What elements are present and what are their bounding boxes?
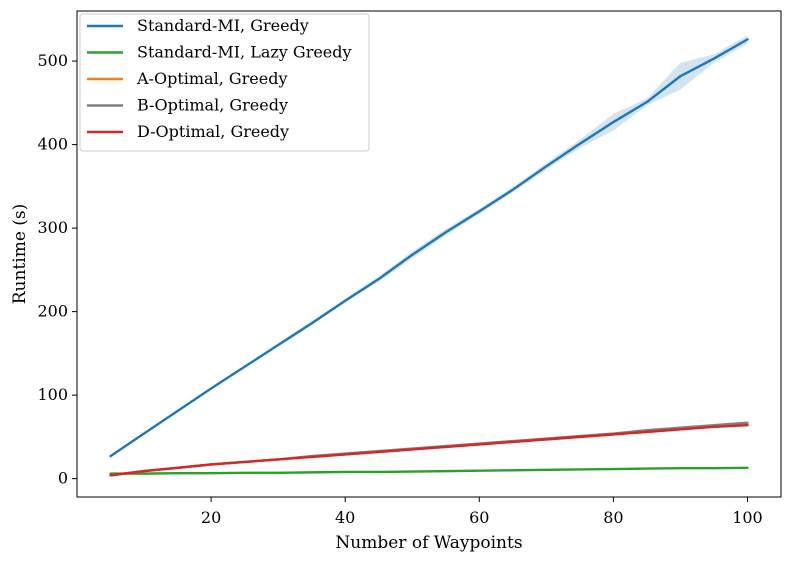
x-tick-label: 100 (732, 508, 763, 527)
y-ticks: 0 100 200 300 400 500 (37, 51, 77, 488)
x-tick-label: 80 (603, 508, 623, 527)
legend-label-standard-mi-lazy-greedy: Standard-MI, Lazy Greedy (137, 43, 352, 62)
legend-label-d-optimal-greedy: D-Optimal, Greedy (137, 122, 289, 141)
legend-box (79, 13, 370, 152)
axes (76, 10, 782, 498)
y-tick-label: 0 (58, 469, 68, 488)
line-standard-mi-greedy (109, 38, 749, 458)
x-tick-label: 20 (201, 508, 221, 527)
legend-label-a-optimal-greedy: A-Optimal, Greedy (136, 69, 288, 88)
y-tick-label: 100 (37, 385, 68, 404)
legend-label-b-optimal-greedy: B-Optimal, Greedy (137, 96, 288, 115)
series-lines (109, 38, 749, 477)
y-tick-label: 400 (37, 135, 68, 154)
x-axis-label: Number of Waypoints (335, 533, 522, 553)
plot-frame (76, 10, 782, 498)
line-standard-mi-lazy-greedy (109, 466, 749, 475)
x-ticks: 20 40 60 80 100 (201, 497, 763, 527)
y-axis-label: Runtime (s) (10, 204, 30, 305)
y-tick-label: 500 (37, 51, 68, 70)
legend-label-standard-mi-greedy: Standard-MI, Greedy (137, 16, 309, 35)
x-tick-label: 60 (469, 508, 489, 527)
legend: Standard-MI, Greedy Standard-MI, Lazy Gre… (79, 13, 370, 152)
x-tick-label: 40 (335, 508, 355, 527)
y-tick-label: 200 (37, 302, 68, 321)
y-tick-label: 300 (37, 218, 68, 237)
line-d-optimal-greedy (109, 423, 749, 477)
